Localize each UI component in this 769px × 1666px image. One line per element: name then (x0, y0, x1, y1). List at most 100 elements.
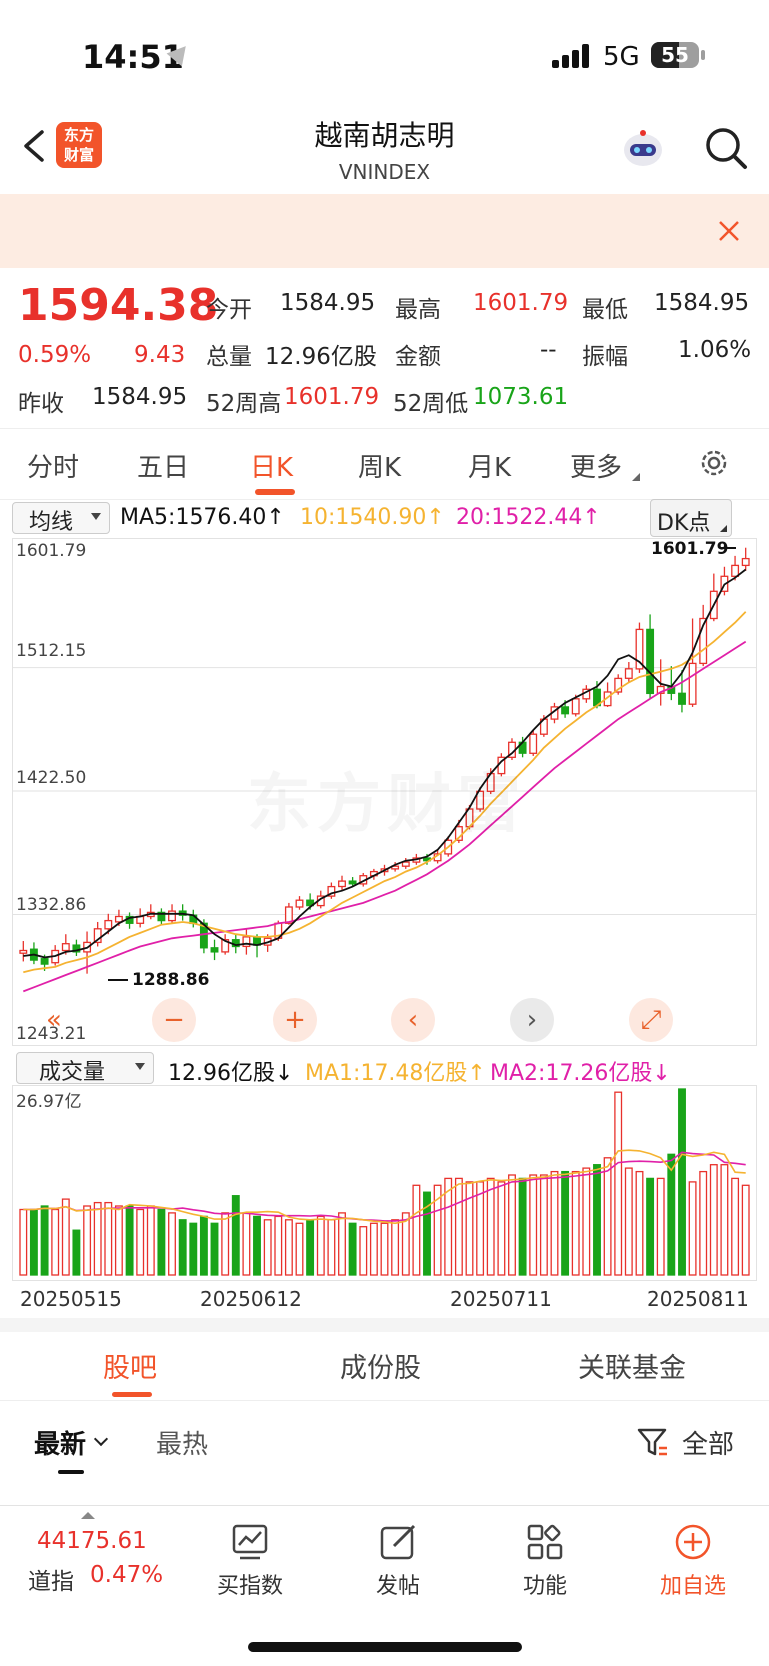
volume-bar (508, 1174, 516, 1276)
volume-bar (731, 1177, 740, 1276)
volume-bar (40, 1205, 49, 1276)
amplitude-value: 1.06% (678, 337, 752, 363)
candle (476, 787, 485, 812)
volume-bar (391, 1219, 400, 1276)
tab-weekly-k[interactable]: 周K (358, 453, 402, 483)
tab-related-funds[interactable]: 关联基金 (578, 1353, 686, 1384)
volume-bar (29, 1208, 38, 1276)
y-tick-1: 1601.79 (16, 541, 87, 561)
indicator-select[interactable]: 均线 (12, 502, 110, 535)
volume-bar (72, 1229, 81, 1276)
volume-bar (136, 1208, 145, 1276)
robot-assistant-icon[interactable] (620, 126, 666, 172)
nav-buy-index[interactable]: 买指数 (195, 1522, 305, 1600)
candle (699, 604, 708, 667)
volume-bar (529, 1174, 538, 1276)
ticker-value[interactable]: 44175.61 (37, 1528, 147, 1554)
candle (731, 555, 740, 581)
tab-daily-k[interactable]: 日K (250, 453, 294, 483)
volume-bar (263, 1219, 272, 1276)
filter-all[interactable]: 全部 (682, 1430, 735, 1460)
volume-label: 总量 (206, 344, 252, 370)
edit-icon (380, 1524, 416, 1560)
volume-bar (571, 1170, 580, 1276)
dk-point-select[interactable]: DK点 (650, 499, 732, 537)
tab-forum[interactable]: 股吧 (103, 1353, 157, 1384)
candle (72, 939, 81, 956)
volume-bar (338, 1212, 346, 1276)
ma20-line (22, 640, 747, 993)
volume-bar (741, 1184, 750, 1276)
candle (210, 939, 219, 961)
nav-functions[interactable]: 功能 (490, 1522, 600, 1600)
filter-icon[interactable] (637, 1426, 669, 1458)
add-circle-icon (675, 1524, 711, 1560)
ticker-name[interactable]: 道指 (28, 1569, 74, 1595)
max-price-label: 1601.79 (651, 539, 729, 559)
back-icon[interactable] (20, 128, 50, 164)
search-icon[interactable] (704, 126, 748, 170)
low-label: 最低 (582, 297, 628, 323)
tab-intraday[interactable]: 分时 (27, 453, 80, 483)
min-price-label: 1288.86 (132, 970, 210, 990)
scroll-right-button[interactable]: › (510, 998, 554, 1042)
candle (720, 566, 729, 596)
volume-bar (221, 1212, 230, 1276)
volume-chart[interactable]: 26.97亿 (12, 1085, 757, 1281)
candle (529, 730, 538, 756)
volume-bar (125, 1205, 134, 1276)
volume-bar (454, 1177, 463, 1276)
ma10-line (23, 611, 747, 974)
scroll-start-button[interactable]: « (46, 1005, 62, 1035)
volume-today: 12.96亿股↓ (168, 1061, 294, 1086)
volume-bar (624, 1167, 633, 1276)
y-tick-3: 1422.50 (16, 768, 87, 788)
tab-monthly-k[interactable]: 月K (468, 453, 512, 483)
volume-bar (614, 1091, 623, 1276)
volume-indicator-select[interactable]: 成交量 (16, 1052, 154, 1085)
w52-high-label: 52周高 (206, 391, 282, 417)
volume-bar (518, 1177, 527, 1276)
sort-latest[interactable]: 最新 (34, 1430, 87, 1460)
high-label: 最高 (395, 297, 441, 323)
volume-bar (550, 1170, 559, 1276)
nav-post[interactable]: 发帖 (343, 1522, 453, 1600)
status-bar: 14:51 5G 55 (0, 0, 769, 110)
bottom-bar: 44175.61 道指 0.47% 买指数 发帖 功能 加自选 (0, 1505, 769, 1666)
scroll-left-button[interactable]: ‹ (391, 998, 435, 1042)
zoom-out-button[interactable]: − (152, 998, 196, 1042)
tab-constituents[interactable]: 成份股 (340, 1353, 421, 1384)
candle (741, 547, 750, 571)
active-tab-indicator (255, 489, 295, 495)
tab-more[interactable]: 更多 (570, 453, 623, 483)
volume-ma1: MA1:17.48亿股↑ (305, 1061, 486, 1086)
candle (603, 682, 612, 707)
fullscreen-button[interactable]: ⤢ (629, 998, 673, 1042)
current-price: 1594.38 (18, 280, 219, 331)
zoom-in-button[interactable]: + (273, 998, 317, 1042)
ticker-change[interactable]: 0.47% (90, 1562, 164, 1588)
volume-bar (19, 1208, 28, 1276)
battery-icon: 55 (651, 42, 699, 68)
date-label-3: 20250711 (450, 1287, 552, 1311)
volume-bar (369, 1222, 378, 1276)
nav-add-watchlist[interactable]: 加自选 (638, 1522, 748, 1600)
caret-icon (632, 473, 640, 481)
tab-five-day[interactable]: 五日 (137, 453, 190, 483)
sort-hot[interactable]: 最热 (156, 1430, 209, 1460)
volume-bar (295, 1222, 304, 1276)
volume-bar (688, 1181, 697, 1276)
amount-label: 金额 (395, 344, 441, 370)
volume-bar (51, 1208, 60, 1276)
open-label: 今开 (206, 297, 252, 323)
volume-bar (83, 1205, 92, 1276)
close-icon[interactable] (716, 218, 742, 244)
candle (93, 921, 102, 947)
section-tabs: 股吧 成份股 关联基金 (0, 1332, 769, 1401)
kline-chart[interactable]: 1601.79 1512.15 1422.50 1332.86 1243.21 … (12, 538, 757, 1046)
w52-low-value: 1073.61 (473, 384, 569, 410)
ma5-line (23, 568, 747, 959)
min-arrow-icon (108, 979, 128, 981)
gear-icon[interactable] (696, 445, 732, 481)
candle (709, 573, 718, 622)
